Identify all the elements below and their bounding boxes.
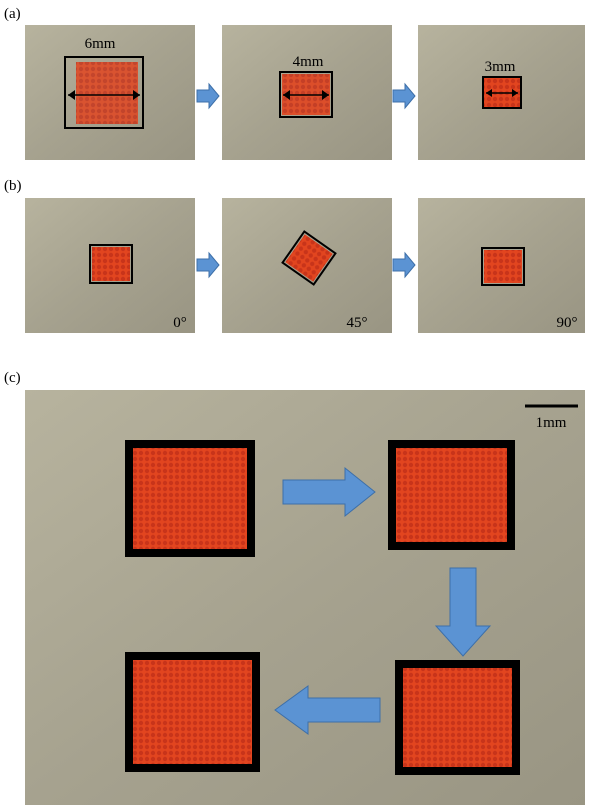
arrow [197,84,219,108]
angle-label: 0° [173,315,187,331]
arrow [393,253,415,277]
photo-b1 [25,198,195,333]
panel-label: (c) [4,370,21,386]
photo-a3 [418,25,585,160]
angle-label: 90° [557,315,578,331]
arrow [393,84,415,108]
panel-label: (a) [4,6,21,22]
size-label: 4mm [293,54,324,70]
angle-label: 45° [347,315,368,331]
panel-label: (b) [4,178,22,194]
photo-b2 [222,198,392,333]
photo-b3 [418,198,585,333]
page: (a) 6mm 4mm 3mm (b) 0° 45° [0,0,592,806]
photo-c [25,390,585,805]
arrow [197,253,219,277]
size-label: 6mm [85,36,116,52]
photo-a2 [222,25,392,160]
scale-label: 1mm [536,415,567,431]
size-label: 3mm [485,59,516,75]
figure: (a) 6mm 4mm 3mm (b) 0° 45° [0,0,592,806]
